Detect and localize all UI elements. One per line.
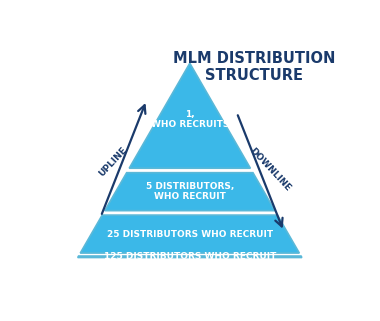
Polygon shape bbox=[105, 173, 275, 211]
Text: 1,
WHO RECRUITS: 1, WHO RECRUITS bbox=[150, 110, 229, 129]
Text: UPLINE: UPLINE bbox=[97, 145, 129, 179]
Text: DOWNLINE: DOWNLINE bbox=[248, 146, 292, 193]
Polygon shape bbox=[129, 63, 250, 168]
Text: 125 DISTRIBUTORS WHO RECRUIT: 125 DISTRIBUTORS WHO RECRUIT bbox=[104, 252, 276, 261]
Text: STRUCTURE: STRUCTURE bbox=[205, 68, 303, 83]
Polygon shape bbox=[78, 256, 302, 257]
Text: 25 DISTRIBUTORS WHO RECRUIT: 25 DISTRIBUTORS WHO RECRUIT bbox=[107, 230, 273, 239]
Text: 5 DISTRIBUTORS,
WHO RECRUIT: 5 DISTRIBUTORS, WHO RECRUIT bbox=[146, 182, 234, 201]
Text: MLM DISTRIBUTION: MLM DISTRIBUTION bbox=[173, 51, 335, 66]
Polygon shape bbox=[80, 215, 299, 253]
